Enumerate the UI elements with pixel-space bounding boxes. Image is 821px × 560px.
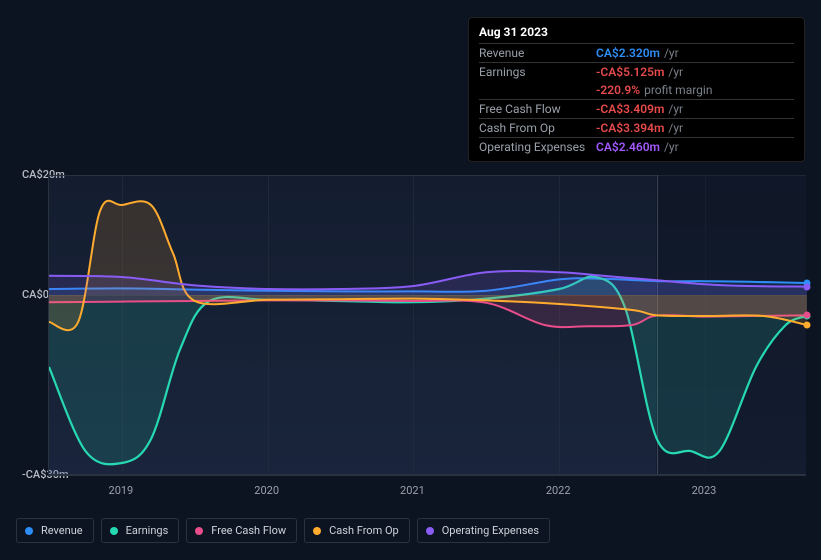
tooltip-label: Cash From Op bbox=[479, 121, 596, 135]
chart-svg bbox=[49, 175, 807, 475]
tooltip-suffix: /yr bbox=[668, 102, 683, 116]
tooltip-row: Free Cash Flow-CA$3.409m/yr bbox=[479, 99, 794, 118]
series-end-dot bbox=[804, 312, 811, 319]
y-axis-label: CA$0 bbox=[22, 288, 49, 301]
series-end-dot bbox=[804, 322, 811, 329]
tooltip-row: Operating ExpensesCA$2.460m/yr bbox=[479, 137, 794, 156]
tooltip-row: -220.9% profit margin bbox=[479, 81, 794, 99]
series-end-dot bbox=[804, 283, 811, 290]
tooltip-value: -220.9% bbox=[596, 83, 640, 97]
tooltip-date: Aug 31 2023 bbox=[479, 25, 794, 43]
tooltip-suffix: /yr bbox=[664, 140, 679, 154]
tooltip-label: Revenue bbox=[479, 46, 596, 60]
legend-label: Revenue bbox=[41, 524, 83, 537]
tooltip-suffix: /yr bbox=[668, 65, 683, 79]
tooltip-suffix: /yr bbox=[664, 46, 679, 60]
x-axis-label: 2023 bbox=[692, 484, 717, 497]
x-axis-label: 2020 bbox=[254, 484, 279, 497]
tooltip-label bbox=[479, 83, 596, 97]
x-axis-label: 2022 bbox=[546, 484, 571, 497]
tooltip-row: Cash From Op-CA$3.394m/yr bbox=[479, 118, 794, 137]
tooltip-label: Earnings bbox=[479, 65, 596, 79]
legend-label: Free Cash Flow bbox=[211, 524, 286, 537]
tooltip-value: -CA$3.394m bbox=[596, 121, 664, 135]
chart-x-axis: 2019 2020 2021 2022 2023 bbox=[48, 484, 806, 504]
tooltip-suffix: /yr bbox=[668, 121, 683, 135]
legend-label: Operating Expenses bbox=[442, 524, 539, 537]
tooltip-value: CA$2.460m bbox=[596, 140, 660, 154]
legend-item-revenue[interactable]: Revenue bbox=[16, 518, 94, 543]
tooltip-value: CA$2.320m bbox=[596, 46, 660, 60]
legend-swatch bbox=[313, 527, 321, 535]
legend-swatch bbox=[195, 527, 203, 535]
x-axis-label: 2021 bbox=[400, 484, 425, 497]
legend-item-earnings[interactable]: Earnings bbox=[101, 518, 180, 543]
tooltip-suffix: profit margin bbox=[644, 83, 712, 97]
legend-item-operating-expenses[interactable]: Operating Expenses bbox=[417, 518, 550, 543]
legend-label: Cash From Op bbox=[329, 524, 399, 537]
chart-plot-area[interactable] bbox=[48, 175, 806, 475]
tooltip-label: Free Cash Flow bbox=[479, 102, 596, 116]
tooltip-value: -CA$5.125m bbox=[596, 65, 664, 79]
tooltip-row: Earnings-CA$5.125m/yr bbox=[479, 62, 794, 81]
legend-swatch bbox=[110, 527, 118, 535]
chart-legend: Revenue Earnings Free Cash Flow Cash From O… bbox=[16, 518, 550, 543]
gridline bbox=[49, 475, 806, 476]
legend-swatch bbox=[426, 527, 434, 535]
tooltip-row: RevenueCA$2.320m/yr bbox=[479, 43, 794, 62]
x-axis-label: 2019 bbox=[109, 484, 134, 497]
legend-label: Earnings bbox=[126, 524, 169, 537]
tooltip-label: Operating Expenses bbox=[479, 140, 596, 154]
legend-swatch bbox=[25, 527, 33, 535]
legend-item-cash-from-op[interactable]: Cash From Op bbox=[304, 518, 410, 543]
financials-chart[interactable]: CA$20mCA$0-CA$30m bbox=[16, 160, 806, 480]
legend-item-free-cash-flow[interactable]: Free Cash Flow bbox=[186, 518, 297, 543]
chart-tooltip: Aug 31 2023 RevenueCA$2.320m/yrEarnings-… bbox=[468, 17, 805, 162]
tooltip-value: -CA$3.409m bbox=[596, 102, 664, 116]
